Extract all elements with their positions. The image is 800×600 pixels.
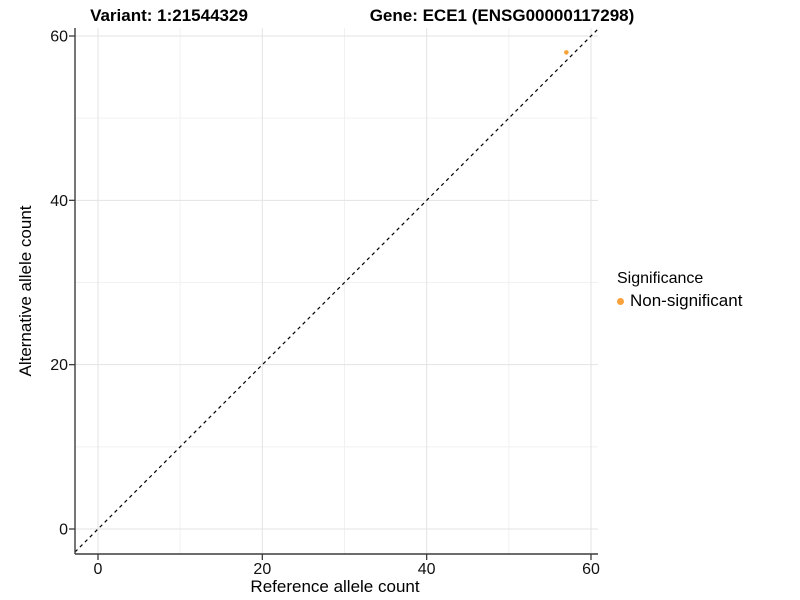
- legend-entry-label: Non-significant: [630, 291, 743, 310]
- tick-marks: [69, 35, 592, 560]
- y-tick-label: 0: [59, 522, 68, 539]
- data-point: [564, 50, 569, 55]
- x-axis-title: Reference allele count: [250, 577, 420, 596]
- x-tick-label: 40: [418, 561, 436, 578]
- y-tick-label: 20: [50, 357, 68, 374]
- x-tick-label: 60: [582, 561, 600, 578]
- x-tick-label: 20: [253, 561, 271, 578]
- grid-major: [75, 28, 598, 554]
- axes: [74, 28, 598, 555]
- y-tick-label: 40: [50, 193, 68, 210]
- x-tick-label: 0: [94, 561, 103, 578]
- series-non-significant: [564, 50, 569, 55]
- y-tick-label: 60: [50, 28, 68, 45]
- legend: Significance Non-significant: [617, 269, 742, 310]
- gene-title: Gene: ECE1 (ENSG00000117298): [369, 6, 635, 25]
- legend-entry: Non-significant: [617, 292, 742, 310]
- legend-title: Significance: [617, 270, 704, 287]
- variant-title: Variant: 1:21544329: [90, 6, 248, 25]
- identity-line: [75, 28, 598, 553]
- legend-key-dot-icon: [617, 297, 624, 305]
- y-axis-title: Alternative allele count: [16, 205, 35, 377]
- grid-minor: [75, 28, 598, 554]
